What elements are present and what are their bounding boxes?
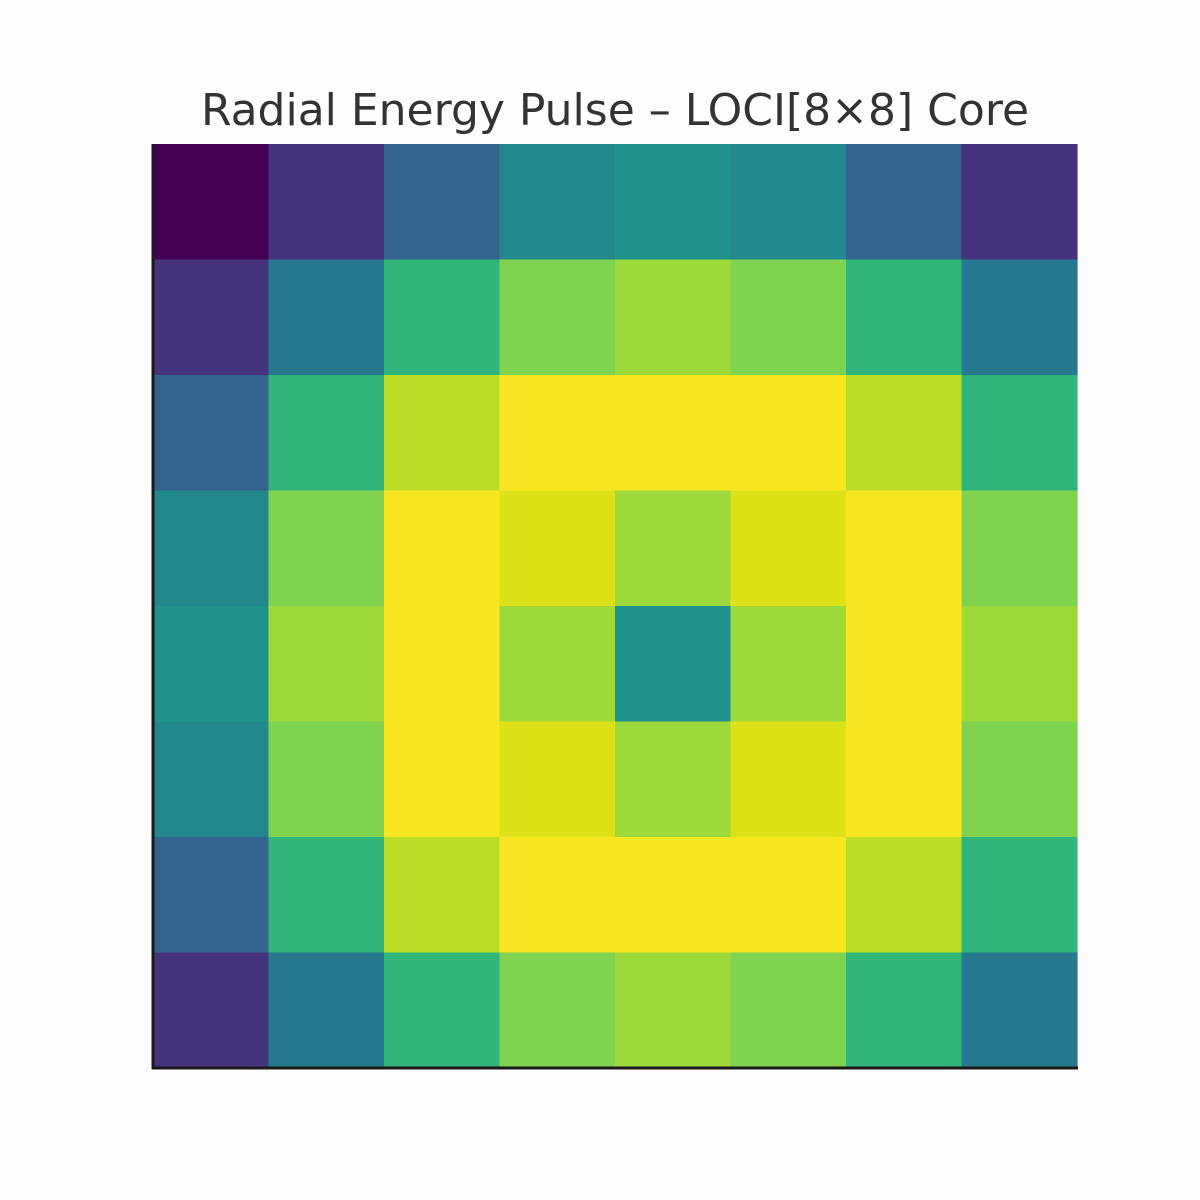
heatmap-cell-r5-c1 <box>268 721 385 838</box>
heatmap-cell-r6-c6 <box>846 837 963 954</box>
heatmap-cell-r1-c5 <box>730 259 847 376</box>
heatmap-cell-r4-c5 <box>730 606 847 723</box>
heatmap-cell-r5-c6 <box>846 721 963 838</box>
heatmap-cell-r1-c2 <box>384 259 501 376</box>
heatmap-cell-r6-c5 <box>730 837 847 954</box>
heatmap-cell-r5-c4 <box>615 721 732 838</box>
chart-title: Radial Energy Pulse – LOCI[8×8] Core <box>200 85 1030 136</box>
heatmap-cell-r5-c3 <box>499 721 616 838</box>
heatmap-cell-r0-c0 <box>153 144 270 261</box>
heatmap-cells <box>153 144 1078 1069</box>
heatmap-cell-r0-c6 <box>846 144 963 261</box>
heatmap-cell-r1-c7 <box>961 259 1078 376</box>
heatmap-cell-r0-c3 <box>499 144 616 261</box>
heatmap-cell-r0-c2 <box>384 144 501 261</box>
heatmap-cell-r7-c7 <box>961 952 1078 1069</box>
heatmap-cell-r0-c5 <box>730 144 847 261</box>
heatmap-cell-r6-c3 <box>499 837 616 954</box>
heatmap-cell-r2-c3 <box>499 375 616 492</box>
heatmap-cell-r2-c2 <box>384 375 501 492</box>
heatmap-cell-r5-c5 <box>730 721 847 838</box>
heatmap-cell-r4-c1 <box>268 606 385 723</box>
heatmap-cell-r2-c4 <box>615 375 732 492</box>
heatmap-cell-r1-c6 <box>846 259 963 376</box>
heatmap-cell-r5-c7 <box>961 721 1078 838</box>
heatmap-cell-r7-c0 <box>153 952 270 1069</box>
heatmap-cell-r1-c0 <box>153 259 270 376</box>
heatmap-cell-r4-c6 <box>846 606 963 723</box>
heatmap-cell-r7-c4 <box>615 952 732 1069</box>
heatmap-cell-r5-c2 <box>384 721 501 838</box>
heatmap-cell-r1-c4 <box>615 259 732 376</box>
heatmap-cell-r0-c1 <box>268 144 385 261</box>
heatmap-cell-r6-c0 <box>153 837 270 954</box>
heatmap-cell-r3-c7 <box>961 490 1078 607</box>
heatmap-cell-r4-c4 <box>615 606 732 723</box>
heatmap-cell-r3-c2 <box>384 490 501 607</box>
heatmap-cell-r0-c7 <box>961 144 1078 261</box>
heatmap-cell-r6-c2 <box>384 837 501 954</box>
heatmap-cell-r3-c4 <box>615 490 732 607</box>
heatmap-cell-r2-c1 <box>268 375 385 492</box>
heatmap-cell-r7-c3 <box>499 952 616 1069</box>
heatmap-cell-r6-c4 <box>615 837 732 954</box>
heatmap-cell-r0-c4 <box>615 144 732 261</box>
heatmap-cell-r7-c5 <box>730 952 847 1069</box>
heatmap-cell-r6-c7 <box>961 837 1078 954</box>
heatmap-cell-r3-c5 <box>730 490 847 607</box>
heatmap-cell-r4-c2 <box>384 606 501 723</box>
heatmap-cell-r7-c1 <box>268 952 385 1069</box>
heatmap-cell-r3-c3 <box>499 490 616 607</box>
heatmap-cell-r7-c2 <box>384 952 501 1069</box>
heatmap-cell-r5-c0 <box>153 721 270 838</box>
heatmap-cell-r2-c5 <box>730 375 847 492</box>
heatmap-cell-r6-c1 <box>268 837 385 954</box>
heatmap-cell-r2-c6 <box>846 375 963 492</box>
heatmap-cell-r2-c0 <box>153 375 270 492</box>
heatmap-cell-r7-c6 <box>846 952 963 1069</box>
heatmap-cell-r1-c1 <box>268 259 385 376</box>
heatmap-cell-r2-c7 <box>961 375 1078 492</box>
heatmap-cell-r4-c0 <box>153 606 270 723</box>
heatmap-cell-r1-c3 <box>499 259 616 376</box>
heatmap-cell-r3-c1 <box>268 490 385 607</box>
heatmap-cell-r4-c7 <box>961 606 1078 723</box>
heatmap-cell-r4-c3 <box>499 606 616 723</box>
heatmap-cell-r3-c0 <box>153 490 270 607</box>
heatmap-cell-r3-c6 <box>846 490 963 607</box>
